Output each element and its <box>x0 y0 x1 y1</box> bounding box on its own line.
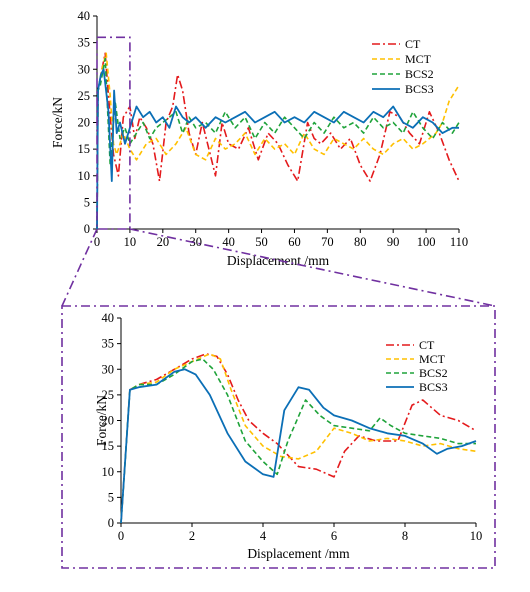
x-axis-title: Displacement /mm <box>247 546 350 561</box>
x-tick-label: 100 <box>417 235 436 249</box>
x-tick-label: 0 <box>94 235 100 249</box>
series-line-ct <box>120 353 477 524</box>
legend-label-ct: CT <box>419 338 435 352</box>
y-tick-label: 40 <box>78 9 91 23</box>
y-tick-label: 10 <box>102 465 115 479</box>
y-tick-label: 5 <box>84 195 90 209</box>
x-tick-label: 8 <box>402 529 408 543</box>
x-tick-label: 40 <box>222 235 235 249</box>
y-axis-title: Force/kN <box>94 395 109 446</box>
y-tick-label: 35 <box>102 337 115 351</box>
x-tick-label: 4 <box>260 529 267 543</box>
y-tick-label: 10 <box>78 169 91 183</box>
y-tick-label: 30 <box>102 362 115 376</box>
x-axis-title: Displacement /mm <box>227 253 330 268</box>
y-tick-label: 20 <box>78 116 91 130</box>
y-tick-label: 5 <box>108 490 114 504</box>
series-line-mct <box>96 52 460 230</box>
series-line-bcs2 <box>120 358 476 524</box>
chart-panel-2: 0 5 10 15 20 25 30 35 40 0 2 4 6 8 10 Force/kN Displacem… <box>94 311 482 561</box>
x-tick-label: 60 <box>288 235 301 249</box>
x-tick-label: 6 <box>331 529 337 543</box>
y-tick-label: 0 <box>84 222 90 236</box>
y-tick-label: 30 <box>78 62 91 76</box>
y-tick-label: 15 <box>102 439 115 453</box>
series-line-bcs3 <box>96 68 459 230</box>
legend-label-bcs2: BCS2 <box>405 67 434 81</box>
series-line-bcs2 <box>96 57 460 230</box>
y-tick-label: 35 <box>78 36 91 50</box>
x-tick-label: 2 <box>189 529 195 543</box>
x-tick-label: 10 <box>470 529 483 543</box>
zoom-connector-left <box>61 228 98 307</box>
x-tick-label: 30 <box>189 235 202 249</box>
zoom-region-box <box>96 36 131 230</box>
x-tick-label: 80 <box>354 235 367 249</box>
legend-label-mct: MCT <box>419 352 446 366</box>
x-tick-label: 10 <box>124 235 137 249</box>
zoom-detail-frame <box>61 305 496 569</box>
x-tick-label: 90 <box>387 235 400 249</box>
legend-label-bcs3: BCS3 <box>419 380 448 394</box>
y-tick-label: 25 <box>78 89 91 103</box>
y-tick-label: 15 <box>78 142 91 156</box>
legend-label-bcs2: BCS2 <box>419 366 448 380</box>
legend-label-bcs3: BCS3 <box>405 82 434 96</box>
x-tick-label: 0 <box>118 529 124 543</box>
series-line-mct <box>120 353 477 524</box>
x-tick-label: 70 <box>321 235 334 249</box>
legend-label-mct: MCT <box>405 52 432 66</box>
y-tick-label: 25 <box>102 388 115 402</box>
y-tick-label: 40 <box>102 311 115 325</box>
y-tick-label: 0 <box>108 516 114 530</box>
legend-label-ct: CT <box>405 37 421 51</box>
x-tick-label: 20 <box>157 235 170 249</box>
zoom-connector-right <box>129 228 496 307</box>
y-axis-title: Force/kN <box>50 97 65 148</box>
x-tick-label: 50 <box>255 235 268 249</box>
x-tick-label: 110 <box>450 235 468 249</box>
series-line-bcs3 <box>120 368 477 524</box>
y-tick-label: 20 <box>102 414 115 428</box>
zoom-callout <box>61 36 496 569</box>
